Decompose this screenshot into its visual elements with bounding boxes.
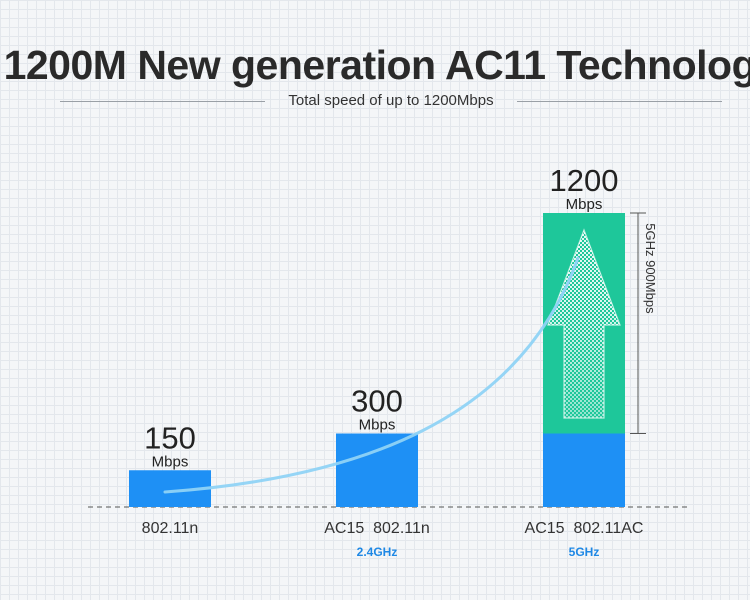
band-label-3: 5GHz xyxy=(569,545,600,559)
bracket-annotation: 5GHz 900Mbps xyxy=(643,223,658,314)
category-label-1: 802.11n xyxy=(142,520,199,537)
value-label-1: 150 xyxy=(144,420,196,455)
subtitle-rule-right xyxy=(517,101,722,102)
category-label-3: AC15 802.11AC xyxy=(525,520,644,537)
subtitle-rule-left xyxy=(60,101,265,102)
unit-label-3: Mbps xyxy=(566,196,603,213)
growth-arrow-outline xyxy=(547,228,621,419)
page-subtitle: Total speed of up to 1200Mbps xyxy=(288,92,494,109)
page-title: 1200M New generation AC11 Technology xyxy=(3,42,750,88)
bar-2 xyxy=(336,433,418,507)
trend-curve xyxy=(163,256,580,494)
category-label-2: AC15 802.11n xyxy=(324,520,430,537)
unit-label-2: Mbps xyxy=(359,417,396,434)
value-label-3: 1200 xyxy=(550,163,619,198)
unit-label-1: Mbps xyxy=(152,453,189,470)
value-label-2: 300 xyxy=(351,384,403,419)
growth-arrow-icon xyxy=(548,230,620,418)
bar-3-segment-1 xyxy=(543,433,625,507)
band-label-2: 2.4GHz xyxy=(357,545,398,559)
